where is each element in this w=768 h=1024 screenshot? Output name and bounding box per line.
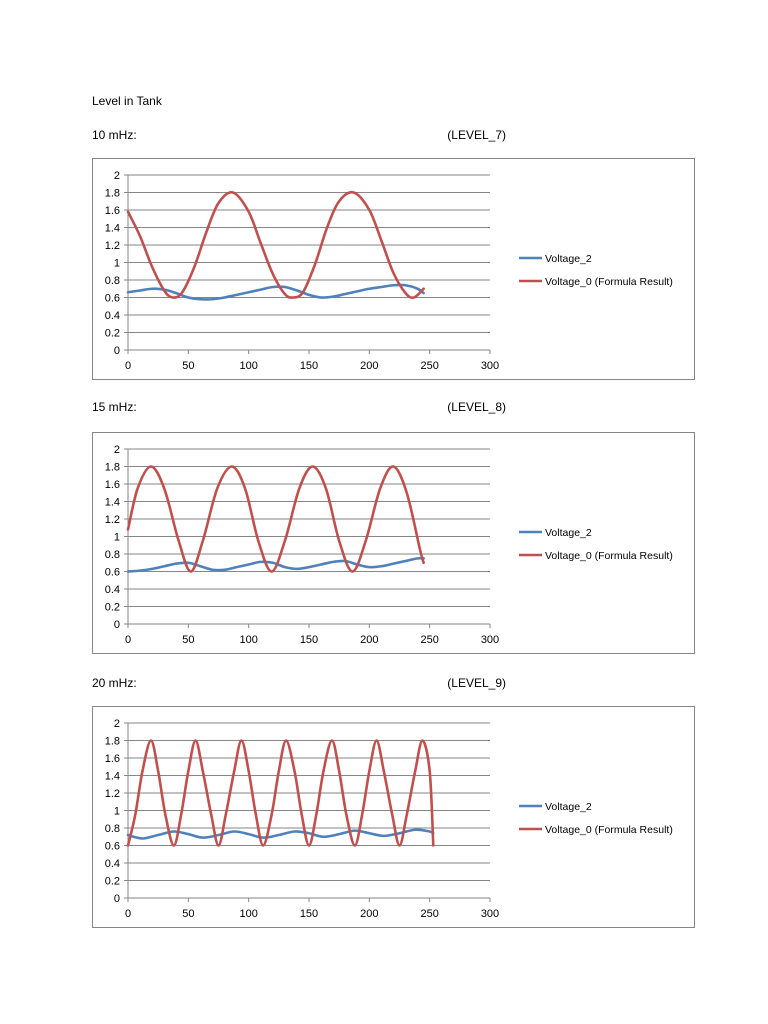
- x-tick-label: 0: [125, 634, 131, 646]
- y-tick-label: 0: [114, 619, 120, 631]
- y-tick-label: 1.2: [105, 514, 120, 526]
- section-level-9: (LEVEL_9): [447, 676, 506, 690]
- x-tick-label: 200: [360, 908, 378, 920]
- x-tick-label: 100: [239, 908, 257, 920]
- y-tick-label: 1.2: [105, 240, 120, 252]
- y-tick-label: 1.8: [105, 736, 120, 748]
- x-tick-label: 150: [300, 360, 318, 372]
- voltage-0-series-line: [126, 465, 425, 573]
- y-tick-label: 2: [114, 444, 120, 456]
- x-tick-label: 250: [420, 908, 438, 920]
- y-tick-label: 1.8: [105, 462, 120, 474]
- section-level-7: (LEVEL_7): [447, 128, 506, 142]
- y-tick-label: 0.6: [105, 567, 120, 579]
- x-tick-label: 300: [481, 908, 499, 920]
- chart-15mhz: 0 0.2 0.4 0.6 0.8 1 1.2 1.4 1.6 1.8 2 0 50 100 150 200 2…: [92, 432, 695, 654]
- y-tick-label: 0: [114, 345, 120, 357]
- y-tick-label: 1: [114, 258, 120, 270]
- page-title: Level in Tank: [92, 94, 162, 108]
- x-tick-label: 200: [360, 634, 378, 646]
- y-tick-label: 0.2: [105, 876, 120, 888]
- legend-label-voltage-2: Voltage_2: [545, 527, 592, 539]
- x-tick-label: 300: [481, 360, 499, 372]
- y-tick-label: 0.2: [105, 602, 120, 614]
- x-tick-label: 300: [481, 634, 499, 646]
- y-tick-label: 0.8: [105, 823, 120, 835]
- section-label-10mhz: 10 mHz:: [92, 128, 137, 142]
- y-tick-label: 1: [114, 532, 120, 544]
- y-tick-label: 1: [114, 806, 120, 818]
- legend-label-voltage-0: Voltage_0 (Formula Result): [545, 550, 673, 562]
- y-tick-label: 1.4: [105, 771, 120, 783]
- legend-label-voltage-0: Voltage_0 (Formula Result): [545, 824, 673, 836]
- chart-svg: 0 0.2 0.4 0.6 0.8 1 1.2 1.4 1.6 1.8 2 0 50 100 150 200 2…: [105, 718, 673, 920]
- y-tick-label: 0.6: [105, 841, 120, 853]
- chart-20mhz: 0 0.2 0.4 0.6 0.8 1 1.2 1.4 1.6 1.8 2 0 50 100 150 200 2…: [92, 706, 695, 928]
- y-tick-label: 1.8: [105, 188, 120, 200]
- y-tick-label: 1.6: [105, 753, 120, 765]
- y-tick-label: 1.2: [105, 788, 120, 800]
- voltage-2-series-line: [126, 828, 435, 840]
- y-tick-label: 1.6: [105, 205, 120, 217]
- section-label-20mhz: 20 mHz:: [92, 676, 137, 690]
- chart-svg: 0 0.2 0.4 0.6 0.8 1 1.2 1.4 1.6 1.8 2 0 50 100 150 200 2…: [105, 170, 673, 372]
- y-tick-label: 2: [114, 170, 120, 182]
- y-tick-label: 0.8: [105, 275, 120, 287]
- x-tick-label: 100: [239, 360, 257, 372]
- y-tick-label: 0.6: [105, 293, 120, 305]
- y-tick-label: 2: [114, 718, 120, 730]
- y-tick-label: 0.2: [105, 328, 120, 340]
- legend-label-voltage-2: Voltage_2: [545, 253, 592, 265]
- x-tick-label: 150: [300, 908, 318, 920]
- legend-label-voltage-0: Voltage_0 (Formula Result): [545, 276, 673, 288]
- chart-svg: 0 0.2 0.4 0.6 0.8 1 1.2 1.4 1.6 1.8 2 0 50 100 150 200 2…: [105, 444, 673, 646]
- x-tick-label: 100: [239, 634, 257, 646]
- x-tick-label: 150: [300, 634, 318, 646]
- y-tick-label: 0: [114, 893, 120, 905]
- x-tick-label: 250: [420, 634, 438, 646]
- section-level-8: (LEVEL_8): [447, 400, 506, 414]
- voltage-2-series-line: [126, 556, 425, 573]
- x-tick-label: 0: [125, 360, 131, 372]
- y-tick-label: 0.4: [105, 584, 120, 596]
- y-tick-label: 0.4: [105, 310, 120, 322]
- y-tick-label: 0.4: [105, 858, 120, 870]
- chart-10mhz: 0 0.2 0.4 0.6 0.8 1 1.2 1.4 1.6 1.8 2 0 50 100 150 200 2…: [92, 158, 695, 380]
- y-tick-label: 1.6: [105, 479, 120, 491]
- legend-label-voltage-2: Voltage_2: [545, 801, 592, 813]
- x-tick-label: 200: [360, 360, 378, 372]
- y-tick-label: 1.4: [105, 223, 120, 235]
- x-tick-label: 50: [182, 360, 194, 372]
- x-tick-label: 0: [125, 908, 131, 920]
- section-label-15mhz: 15 mHz:: [92, 400, 137, 414]
- voltage-0-series-line: [126, 190, 425, 299]
- y-tick-label: 1.4: [105, 497, 120, 509]
- y-tick-label: 0.8: [105, 549, 120, 561]
- voltage-0-series-line: [126, 739, 435, 847]
- x-tick-label: 250: [420, 360, 438, 372]
- x-tick-label: 50: [182, 908, 194, 920]
- x-tick-label: 50: [182, 634, 194, 646]
